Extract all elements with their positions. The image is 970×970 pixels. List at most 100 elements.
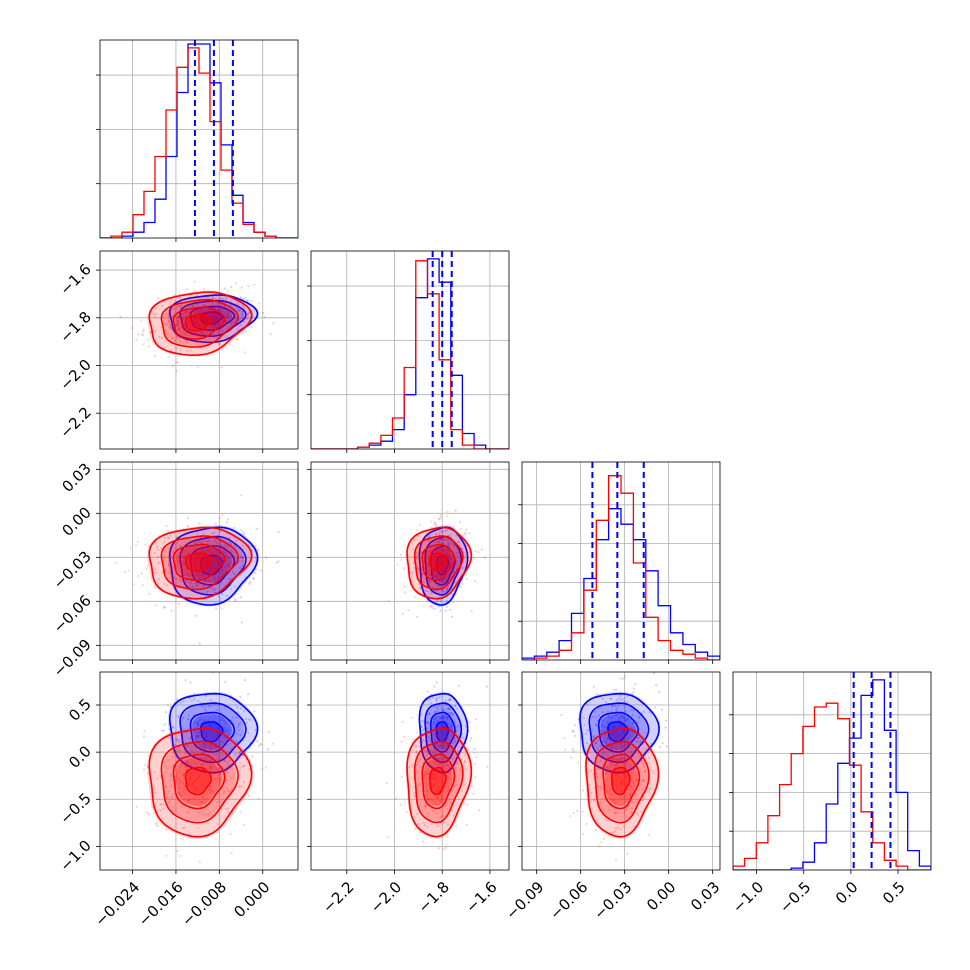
- sample-point-red: [183, 788, 186, 791]
- sample-point-blue: [177, 327, 181, 330]
- sample-point-blue: [446, 588, 449, 591]
- sample-point-blue: [186, 311, 189, 314]
- sample-point-red: [425, 789, 428, 792]
- sample-point-red: [214, 567, 217, 570]
- sample-point-blue: [453, 741, 456, 744]
- sample-point-red: [210, 593, 213, 596]
- sample-point-red: [166, 322, 169, 325]
- sample-point-blue: [198, 719, 201, 722]
- axes-frame: [310, 250, 510, 450]
- sample-point-blue: [412, 738, 415, 741]
- sample-point-red: [224, 807, 227, 811]
- sample-point-blue: [634, 683, 637, 686]
- sample-point-blue: [449, 725, 452, 728]
- sample-point-red: [450, 735, 454, 738]
- sample-point-blue: [239, 695, 242, 699]
- sample-point-blue: [194, 574, 197, 578]
- sample-point-blue: [229, 541, 232, 544]
- sample-point-red: [441, 570, 444, 573]
- sample-point-blue: [434, 751, 437, 755]
- sample-point-blue: [600, 751, 603, 754]
- sample-point-blue: [607, 714, 610, 718]
- sample-point-red: [207, 788, 210, 791]
- sample-point-blue: [206, 735, 209, 738]
- sample-point-blue: [227, 565, 230, 568]
- sample-point-blue: [206, 562, 209, 565]
- sample-point-red: [446, 730, 449, 733]
- sample-point-red: [178, 328, 181, 331]
- sample-point-red: [195, 581, 198, 584]
- sample-point-blue: [626, 737, 629, 740]
- sample-point-red: [643, 731, 646, 734]
- sample-point-red: [171, 784, 174, 787]
- sample-point-blue: [236, 732, 239, 735]
- sample-point-blue: [448, 699, 451, 702]
- sample-point-red: [630, 777, 634, 781]
- sample-point-red: [206, 813, 210, 816]
- y-tick-label: −2.2: [56, 403, 94, 441]
- sample-point-blue: [447, 707, 450, 711]
- sample-point-red: [179, 340, 182, 343]
- sample-point-blue: [606, 720, 610, 723]
- sample-point-red: [418, 523, 422, 526]
- sample-point-red: [228, 790, 231, 793]
- sample-point-red: [429, 574, 432, 577]
- sample-point-blue: [445, 562, 448, 565]
- sample-point-blue: [449, 698, 452, 702]
- sample-point-blue: [573, 724, 577, 727]
- sample-point-blue: [448, 708, 451, 711]
- sample-point-blue: [220, 569, 223, 572]
- sample-point-blue: [594, 715, 597, 718]
- sample-point-blue: [194, 614, 197, 617]
- sample-point-red: [435, 775, 438, 779]
- sample-point-blue: [188, 737, 191, 740]
- sample-point-red: [454, 728, 457, 731]
- sample-point-red: [170, 569, 173, 572]
- panel-content: [100, 40, 298, 238]
- sample-point-blue: [664, 726, 667, 729]
- sample-point-red: [140, 319, 143, 322]
- density-fill-red: [430, 553, 445, 571]
- y-tick-label: 0.03: [58, 459, 94, 495]
- sample-point-red: [434, 772, 437, 776]
- density-fill-red: [430, 768, 445, 794]
- sample-point-blue: [439, 609, 442, 612]
- sample-point-red: [222, 536, 225, 539]
- sample-point-blue: [447, 542, 450, 545]
- sample-point-red: [444, 551, 447, 554]
- sample-point-red: [614, 827, 617, 830]
- sample-point-red: [177, 322, 180, 325]
- sample-point-red: [449, 525, 452, 529]
- sample-point-red: [196, 589, 199, 593]
- sample-point-red: [163, 536, 167, 539]
- sample-point-red: [635, 778, 639, 781]
- sample-point-red: [463, 802, 466, 805]
- sample-point-red: [446, 760, 449, 764]
- sample-point-red: [617, 724, 620, 728]
- sample-point-blue: [225, 563, 228, 567]
- sample-point-red: [193, 779, 196, 783]
- sample-point-red: [205, 551, 208, 554]
- histogram-red: [311, 260, 509, 449]
- sample-point-red: [178, 532, 181, 536]
- sample-point-blue: [224, 722, 227, 725]
- panel-2-0: −0.09−0.06−0.030.000.03: [50, 459, 299, 681]
- contour-blue: [200, 554, 224, 576]
- sample-point-red: [444, 765, 447, 768]
- sample-point-red: [632, 781, 635, 784]
- sample-point-blue: [227, 729, 230, 732]
- sample-point-blue: [238, 724, 241, 727]
- sample-point-red: [614, 764, 617, 767]
- contour-red: [172, 306, 226, 340]
- sample-point-red: [405, 810, 408, 814]
- sample-point-blue: [600, 744, 603, 748]
- sample-point-blue: [242, 739, 245, 742]
- sample-point-blue: [211, 587, 214, 590]
- sample-point-red: [196, 530, 199, 534]
- sample-point-red: [245, 557, 248, 560]
- sample-point-blue: [420, 720, 424, 723]
- sample-point-red: [437, 546, 440, 549]
- sample-point-red: [415, 554, 418, 557]
- sample-point-red: [413, 595, 416, 598]
- sample-point-red: [211, 569, 214, 572]
